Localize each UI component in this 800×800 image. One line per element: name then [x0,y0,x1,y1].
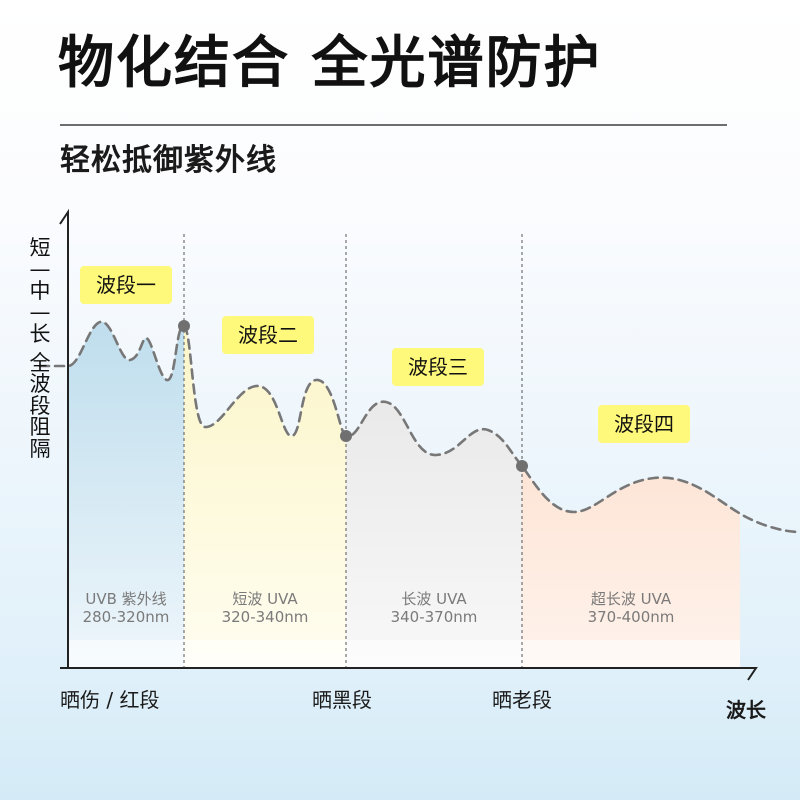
y-label-char: 长 [29,321,51,346]
y-label-char: — [29,257,51,282]
band-1-fill [68,321,184,668]
band-desc-2: 短波 UVA 320-340nm [186,590,344,626]
junction-dot-1 [178,320,190,332]
x-axis-label: 波长 [726,698,766,722]
y-label-char: 波 [29,372,51,397]
band-range: 370-400nm [587,608,675,626]
page-title: 物化结合 全光谱防护 [58,31,602,96]
chart-floor [68,640,740,668]
y-label-char: 短 [29,236,51,260]
band-range: 280-320nm [82,608,170,626]
y-label-char: 全 [29,351,51,376]
band-desc-1: UVB 紫外线 280-320nm [70,590,182,626]
band-name: UVB 紫外线 [85,590,167,608]
x-marker-aging: 晒老段 [492,688,552,712]
y-label-char: 隔 [29,436,51,461]
band-name: 短波 UVA [232,590,298,608]
band-tag-3: 波段三 [392,348,484,386]
band-tag-1: 波段一 [80,266,172,304]
junction-dot-2 [340,430,352,442]
title-divider [60,124,727,126]
page-subtitle: 轻松抵御紫外线 [60,143,277,178]
y-axis-label: 短 — 中 — 长 全 波 段 阻 隔 [24,236,56,461]
band-tag-2: 波段二 [222,316,314,354]
band-name: 超长波 UVA [590,590,672,608]
band-range: 320-340nm [221,608,309,626]
y-label-char: — [29,300,51,325]
junction-dot-3 [516,460,528,472]
absorption-curve [38,320,800,534]
y-axis [59,208,69,668]
x-marker-sunburn: 晒伤 / 红段 [60,688,160,712]
band-desc-3: 长波 UVA 340-370nm [348,590,520,626]
x-axis [60,667,758,681]
band-tag-4: 波段四 [598,405,690,443]
y-label-char: 阻 [29,415,51,440]
band-range: 340-370nm [390,608,478,626]
y-label-char: 中 [29,278,51,303]
band-desc-4: 超长波 UVA 370-400nm [524,590,738,626]
x-marker-tanning: 晒黑段 [312,688,372,712]
band-name: 长波 UVA [401,590,467,608]
y-label-char: 段 [29,393,51,418]
